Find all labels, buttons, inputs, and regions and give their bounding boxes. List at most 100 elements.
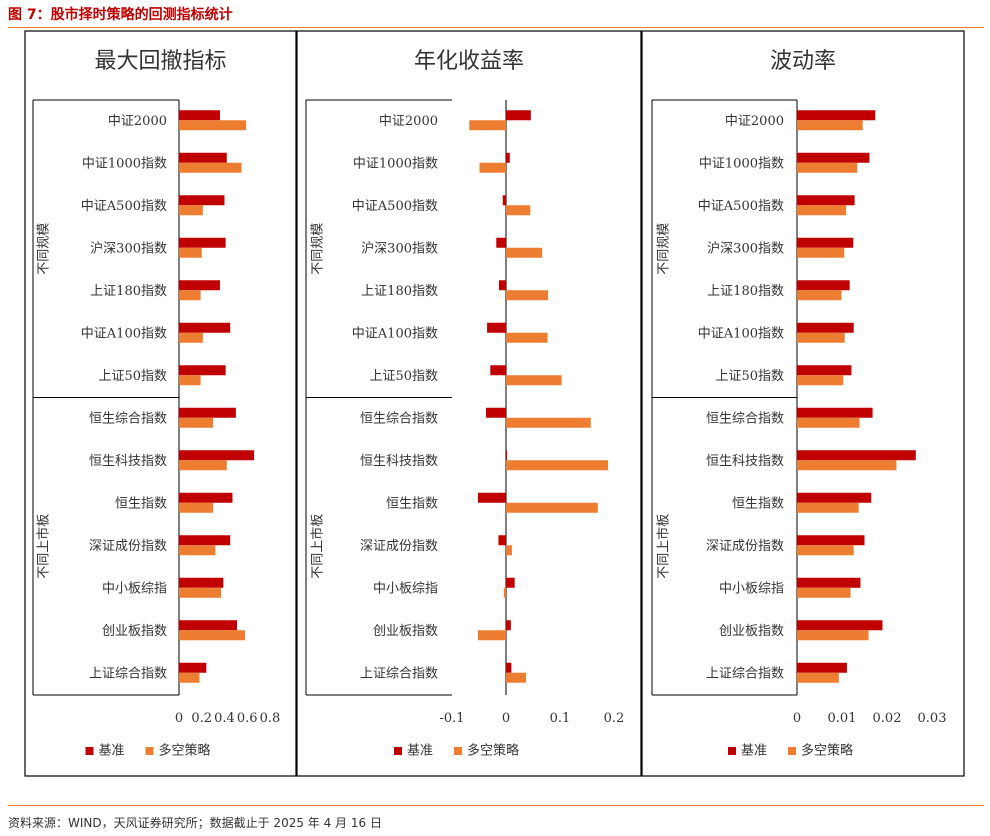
category-label: 中证1000指数 (82, 156, 167, 171)
bar-strategy (797, 162, 858, 173)
category-label: 中证1000指数 (353, 156, 438, 171)
bar-strategy (179, 375, 201, 386)
panel-frame (296, 30, 642, 777)
category-label: 中证A100指数 (698, 326, 784, 341)
legend-label-strategy: 多空策略 (801, 743, 853, 759)
category-label: 深证成份指数 (89, 539, 167, 554)
bar-strategy (506, 290, 549, 301)
bar-strategy (506, 332, 548, 343)
bar-strategy (179, 587, 222, 598)
bar-strategy (477, 630, 506, 641)
legend-label-benchmark: 基准 (99, 744, 125, 759)
bar-benchmark (498, 280, 506, 291)
bar-benchmark (179, 535, 231, 546)
bar-strategy (479, 162, 506, 173)
category-label: 中小板综指 (373, 581, 438, 596)
bar-benchmark (797, 620, 883, 631)
category-label: 中证A500指数 (698, 199, 784, 214)
legend-label-strategy: 多空策略 (159, 743, 211, 759)
bar-benchmark (797, 492, 872, 503)
category-label: 中小板综指 (102, 581, 167, 596)
chart-title: 波动率 (770, 49, 836, 74)
bar-strategy (506, 460, 609, 471)
category-label: 沪深300指数 (361, 240, 438, 256)
bar-benchmark (179, 280, 220, 291)
bar-benchmark (506, 152, 510, 163)
bar-strategy (797, 332, 845, 343)
top-rule (8, 27, 984, 28)
bar-strategy (797, 587, 851, 598)
bar-strategy (797, 502, 859, 513)
group-label: 不同上市板 (36, 514, 52, 579)
bar-benchmark (506, 110, 531, 121)
bar-benchmark (487, 322, 506, 333)
legend-swatch-strategy (788, 747, 796, 755)
bar-benchmark (797, 110, 876, 121)
bar-benchmark (179, 237, 226, 248)
category-label: 上证180指数 (90, 284, 167, 299)
bar-benchmark (797, 577, 861, 588)
category-label: 恒生科技指数 (89, 454, 167, 469)
bar-strategy (179, 162, 242, 173)
bar-strategy (506, 672, 526, 683)
chart-title: 最大回撤指标 (94, 49, 226, 74)
x-tick-label: -0.1 (439, 711, 464, 726)
x-tick-label: 0 (502, 711, 510, 726)
bar-benchmark (179, 195, 225, 206)
bar-benchmark (179, 620, 238, 631)
bar-strategy (179, 120, 247, 131)
bar-benchmark (506, 620, 511, 631)
bar-benchmark (797, 450, 916, 461)
bar-benchmark (498, 535, 506, 546)
bar-strategy (506, 247, 543, 258)
bottom-rule (8, 805, 984, 806)
bar-strategy (797, 672, 839, 683)
category-label: 沪深300指数 (90, 240, 167, 256)
category-label: 中证A500指数 (81, 199, 167, 214)
bar-benchmark (496, 237, 506, 248)
category-label: 创业板指数 (719, 624, 784, 639)
bar-strategy (179, 545, 216, 556)
bar-benchmark (179, 110, 220, 121)
group-label: 不同规模 (311, 223, 326, 275)
bar-strategy (797, 205, 847, 216)
bar-benchmark (179, 365, 226, 376)
bar-strategy (179, 672, 200, 683)
category-label: 恒生综合指数 (360, 411, 438, 426)
category-label: 恒生综合指数 (89, 411, 167, 426)
bar-strategy (179, 290, 201, 301)
category-label: 深证成份指数 (360, 539, 438, 554)
bar-strategy (179, 247, 202, 258)
category-label: 上证综合指数 (706, 666, 784, 681)
bar-strategy (797, 120, 863, 131)
bar-benchmark (179, 577, 224, 588)
category-label: 深证成份指数 (706, 539, 784, 554)
bar-strategy (797, 290, 842, 301)
group-label: 不同上市板 (310, 514, 326, 579)
legend-label-benchmark: 基准 (741, 744, 767, 759)
category-label: 上证50指数 (98, 369, 167, 384)
category-label: 恒生综合指数 (706, 411, 784, 426)
category-label: 中证A500指数 (352, 199, 438, 214)
source-note: 资料来源：WIND，天风证券研究所；数据截止于 2025 年 4 月 16 日 (8, 816, 382, 830)
category-label: 上证综合指数 (89, 666, 167, 681)
bar-benchmark (179, 450, 255, 461)
bar-benchmark (477, 492, 506, 503)
bar-strategy (179, 332, 203, 343)
category-label: 创业板指数 (102, 624, 167, 639)
category-label: 中证A100指数 (352, 326, 438, 341)
category-label: 中证2000 (108, 114, 167, 129)
x-tick-label: 0 (175, 711, 183, 726)
category-label: 上证180指数 (707, 284, 784, 299)
x-tick-label: 0.2 (191, 711, 212, 726)
panel-frame (641, 30, 965, 777)
category-label: 恒生指数 (386, 496, 438, 511)
category-label: 上证50指数 (715, 369, 784, 384)
figure-title: 图 7：股市择时策略的回测指标统计 (8, 7, 233, 23)
category-label: 中证A100指数 (81, 326, 167, 341)
category-label: 上证50指数 (369, 369, 438, 384)
panel-frame (24, 30, 297, 777)
x-tick-label: 0.8 (260, 711, 281, 726)
bar-strategy (797, 630, 869, 641)
bar-strategy (179, 502, 214, 513)
